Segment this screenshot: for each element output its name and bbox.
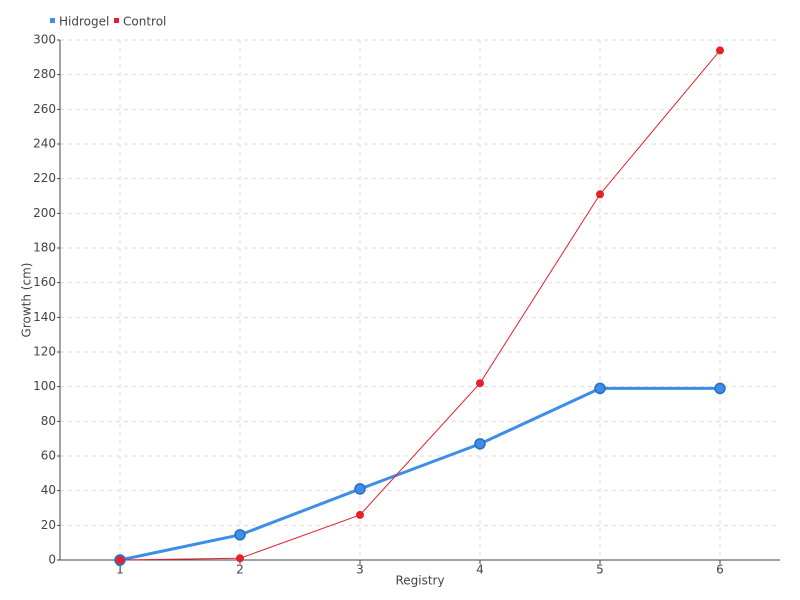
x-tick-label: 1 — [116, 563, 124, 577]
y-tick-label: 0 — [48, 553, 56, 567]
y-tick-label: 120 — [33, 345, 56, 359]
x-axis-label: Registry — [395, 574, 444, 588]
series-line — [119, 386, 720, 562]
x-tick-label: 6 — [716, 563, 724, 577]
y-tick-label: 280 — [33, 67, 56, 81]
data-point — [714, 382, 726, 395]
y-tick-label: 200 — [33, 206, 56, 220]
y-tick-label: 220 — [33, 171, 56, 185]
y-tick-label: 180 — [33, 241, 56, 255]
data-point — [354, 483, 366, 495]
y-tick-label: 160 — [33, 275, 56, 289]
y-tick-label: 240 — [33, 137, 56, 151]
y-tick-label: 140 — [33, 310, 56, 324]
data-point — [716, 46, 724, 55]
legend-swatch — [50, 18, 55, 23]
x-tick-label: 2 — [236, 563, 244, 577]
y-tick-label: 260 — [33, 102, 56, 116]
y-tick-label: 80 — [41, 414, 56, 428]
y-tick-label: 20 — [41, 518, 56, 532]
y-axis-label: Growth (cm) — [20, 263, 34, 338]
data-point — [356, 510, 364, 519]
data-point — [594, 382, 606, 395]
series-line — [119, 50, 721, 561]
data-point — [236, 554, 244, 563]
x-tick-label: 3 — [356, 563, 364, 577]
y-tick-label: 40 — [41, 483, 56, 497]
data-point — [596, 190, 604, 199]
x-tick-label: 5 — [596, 563, 604, 577]
data-point — [476, 379, 484, 388]
data-point — [234, 529, 246, 541]
x-tick-label: 4 — [476, 563, 484, 577]
data-point — [116, 556, 124, 564]
y-tick-label: 100 — [33, 379, 56, 393]
legend-swatch — [114, 18, 119, 23]
y-tick-label: 60 — [41, 449, 56, 463]
legend-label: Control — [123, 15, 166, 29]
legend-label: Hidrogel — [59, 15, 109, 29]
y-tick-label: 300 — [33, 33, 56, 47]
data-point — [474, 438, 486, 450]
